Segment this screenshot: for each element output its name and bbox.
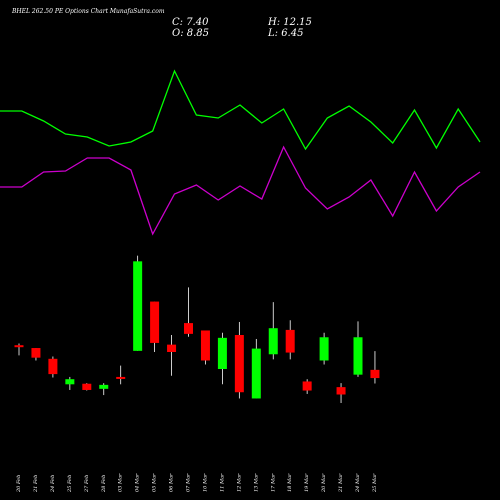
candle	[370, 351, 380, 384]
open-value: O: 8.85	[172, 28, 210, 39]
candle-body	[99, 384, 109, 389]
candle-body	[353, 337, 363, 375]
candle	[82, 383, 92, 391]
x-tick-label: 20 Mar	[321, 473, 327, 493]
candle-body	[133, 261, 143, 351]
candle	[285, 320, 295, 360]
x-tick-label: 06 Mar	[169, 473, 175, 492]
candle-body	[167, 344, 177, 352]
candle	[200, 330, 210, 365]
x-tick-label: 13 Mar	[253, 473, 259, 492]
candle-body	[336, 387, 346, 395]
candle	[319, 332, 329, 365]
candle-body	[217, 337, 227, 369]
candle-body	[82, 383, 92, 390]
x-tick-label: 24 Mar	[355, 473, 361, 493]
x-tick-label: 18 Mar	[287, 473, 293, 492]
x-tick-label: 25 Feb	[67, 475, 73, 493]
candle-body	[65, 379, 75, 385]
candle	[353, 321, 363, 377]
x-tick-label: 20 Feb	[16, 475, 22, 493]
candle-body	[116, 376, 126, 379]
x-tick-label: 07 Mar	[186, 473, 192, 492]
candle	[31, 348, 41, 361]
candle-body	[200, 330, 210, 361]
candle-body	[302, 381, 312, 391]
candle-body	[184, 323, 193, 334]
x-tick-label: 28 Feb	[101, 475, 107, 493]
x-tick-label: 03 Mar	[118, 473, 124, 492]
candle	[65, 376, 75, 390]
candle-body	[150, 301, 160, 343]
candle	[268, 302, 278, 360]
x-tick-label: 21 Mar	[338, 473, 344, 493]
candle	[48, 356, 58, 378]
x-tick-label: 05 Mar	[152, 473, 158, 492]
candle-body	[285, 329, 295, 353]
candle	[116, 365, 126, 385]
candle	[184, 287, 193, 337]
candle-body	[14, 345, 24, 348]
x-tick-label: 27 Feb	[84, 475, 90, 493]
candle-body	[319, 337, 329, 361]
x-tick-label: 04 Mar	[135, 473, 141, 492]
close-value: C: 7.40	[172, 17, 209, 28]
candle	[167, 335, 177, 376]
candle	[150, 301, 160, 352]
x-tick-label: 10 Mar	[202, 473, 208, 492]
upper-indicator-line	[0, 69, 481, 151]
x-tick-label: 25 Mar	[372, 473, 378, 493]
candle-body	[234, 335, 244, 393]
indicator-lines	[0, 69, 481, 236]
candle	[251, 338, 261, 399]
chart-title: BHEL 262.50 PE Options Chart MunafaSutra…	[12, 8, 165, 15]
candle-body	[370, 369, 380, 379]
candle-body	[48, 358, 58, 375]
lower-indicator-line	[0, 145, 481, 236]
x-tick-label: 19 Mar	[304, 473, 310, 492]
candle	[302, 379, 312, 394]
x-tick-label: 11 Mar	[219, 473, 225, 492]
candle	[99, 383, 109, 396]
candle	[133, 255, 143, 351]
candles	[14, 255, 380, 403]
candle-body	[31, 348, 41, 358]
x-tick-label: 21 Feb	[33, 475, 39, 493]
x-tick-label: 17 Mar	[270, 473, 276, 492]
candle	[234, 321, 244, 399]
low-value: L: 6.45	[268, 28, 304, 39]
candle-body	[268, 328, 278, 355]
candle	[336, 383, 346, 403]
candle-body	[251, 348, 261, 399]
x-tick-label: 24 Feb	[50, 475, 56, 493]
high-value: H: 12.15	[268, 17, 312, 28]
x-tick-label: 12 Mar	[236, 473, 242, 492]
candle	[217, 332, 227, 385]
candle	[14, 343, 24, 356]
x-axis-ticks: 20 Feb 21 Feb 24 Feb 25 Feb 27 Feb 28 Feb 03 M…	[16, 473, 378, 493]
